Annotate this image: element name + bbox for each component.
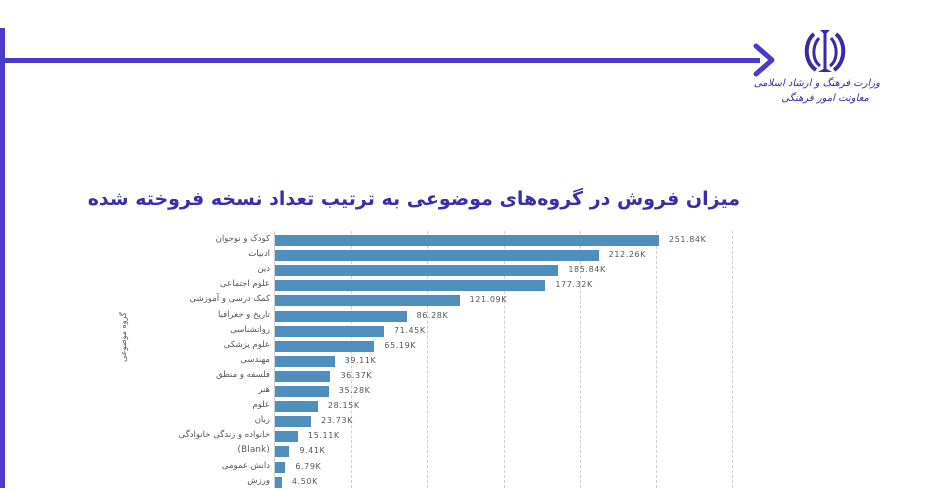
chart-row: علوم پزشکی 65.19K <box>0 339 926 354</box>
chart-row: ادبیات 212.26K <box>0 248 926 263</box>
category-label: ورزش <box>247 475 270 486</box>
value-label: 4.50K <box>291 476 318 486</box>
bar[interactable] <box>275 265 559 277</box>
bar[interactable] <box>275 476 282 488</box>
value-label: 185.84K <box>568 265 606 275</box>
bar[interactable] <box>275 416 312 428</box>
category-label: علوم <box>252 400 270 411</box>
ministry-logo: وزارت فرهنگ و ارشاد اسلامی معاونت امور ف… <box>753 26 880 136</box>
value-label: 35.28K <box>338 386 371 395</box>
chart-row: کودک و نوجوان 251.84K <box>0 233 926 248</box>
bar[interactable] <box>275 355 335 367</box>
chart-row: (Blank) 9.41K <box>0 444 926 459</box>
bar[interactable] <box>275 310 407 322</box>
emblem-icon <box>804 30 846 72</box>
category-label: کودک و نوجوان <box>215 234 270 244</box>
page-title: میزان فروش در گروه‌های موضوعی به ترتیب ت… <box>87 188 740 210</box>
ministry-name: وزارت فرهنگ و ارشاد اسلامی <box>753 78 880 89</box>
bar[interactable] <box>275 370 331 382</box>
chart-row: مهندسی 39.11K <box>0 354 926 369</box>
category-label: روانشناسی <box>230 324 270 335</box>
value-label: 15.11K <box>308 431 340 441</box>
bar[interactable] <box>275 461 286 473</box>
category-label: هنر <box>258 385 270 395</box>
value-label: 36.37K <box>340 370 373 380</box>
chart-row: کمک درسی و آموزشی 121.09K <box>0 293 926 308</box>
value-label: 65.19K <box>384 340 417 350</box>
category-label: فلسفه و منطق <box>215 369 270 380</box>
gridline <box>503 231 505 488</box>
gridline <box>656 231 658 488</box>
category-label: خانواده و زندگی خانوادگی <box>178 430 270 441</box>
bar[interactable] <box>275 250 599 262</box>
value-label: 39.11K <box>344 355 377 365</box>
y-axis-line <box>274 231 275 488</box>
chart-row: خانواده و زندگی خانوادگی 15.11K <box>0 429 926 444</box>
chart-row: ورزش 4.50K <box>0 475 926 490</box>
gridline <box>427 231 429 488</box>
value-label: 121.09K <box>469 295 508 305</box>
bar[interactable] <box>275 340 375 352</box>
chart-row: هنر 35.28K <box>0 384 926 399</box>
decor-vertical-line <box>0 28 5 488</box>
bar[interactable] <box>275 280 546 292</box>
bar[interactable] <box>275 446 290 458</box>
decor-horizontal-arrow-line <box>0 58 760 63</box>
chart-row: زبان 23.73K <box>0 414 926 429</box>
category-label: ادبیات <box>248 249 270 260</box>
deputy-name: معاونت امور فرهنگی <box>781 93 869 104</box>
bar[interactable] <box>275 386 329 397</box>
bar[interactable] <box>275 295 460 307</box>
value-label: 251.84K <box>669 235 707 244</box>
category-label: مهندسی <box>240 354 270 365</box>
gridline <box>351 231 353 488</box>
bar[interactable] <box>275 431 299 443</box>
bar[interactable] <box>275 235 659 246</box>
category-label: علوم پزشکی <box>223 339 270 350</box>
chart-row: تاریخ و جغرافیا 86.28K <box>0 309 926 324</box>
chart-row: دین 185.84K <box>0 263 926 278</box>
chart-row: علوم اجتماعی 177.32K <box>0 278 926 293</box>
category-label: دین <box>257 264 270 275</box>
bar[interactable] <box>275 401 318 413</box>
category-label: (Blank) <box>237 445 270 456</box>
chart-row: علوم 28.15K <box>0 399 926 414</box>
value-label: 23.73K <box>321 416 353 426</box>
gridline <box>732 231 734 488</box>
bar[interactable] <box>275 325 384 337</box>
value-label: 71.45K <box>393 325 426 335</box>
value-label: 28.15K <box>327 401 360 411</box>
chart-row: فلسفه و منطق 36.37K <box>0 369 926 384</box>
value-label: 6.79K <box>295 461 322 471</box>
value-label: 177.32K <box>555 280 593 290</box>
chart-row: روانشناسی 71.45K <box>0 324 926 339</box>
value-label: 9.41K <box>299 446 326 456</box>
category-label: زبان <box>254 415 270 426</box>
category-label: تاریخ و جغرافیا <box>217 309 270 320</box>
value-label: 86.28K <box>416 310 449 320</box>
chart-row: دانش عمومی 6.79K <box>0 460 926 475</box>
category-label: علوم اجتماعی <box>219 279 270 290</box>
gridline <box>579 231 581 488</box>
value-label: 212.26K <box>608 250 647 260</box>
chevron-right-icon <box>753 43 775 77</box>
category-label: دانش عمومی <box>221 460 270 471</box>
category-label: کمک درسی و آموزشی <box>189 294 270 305</box>
